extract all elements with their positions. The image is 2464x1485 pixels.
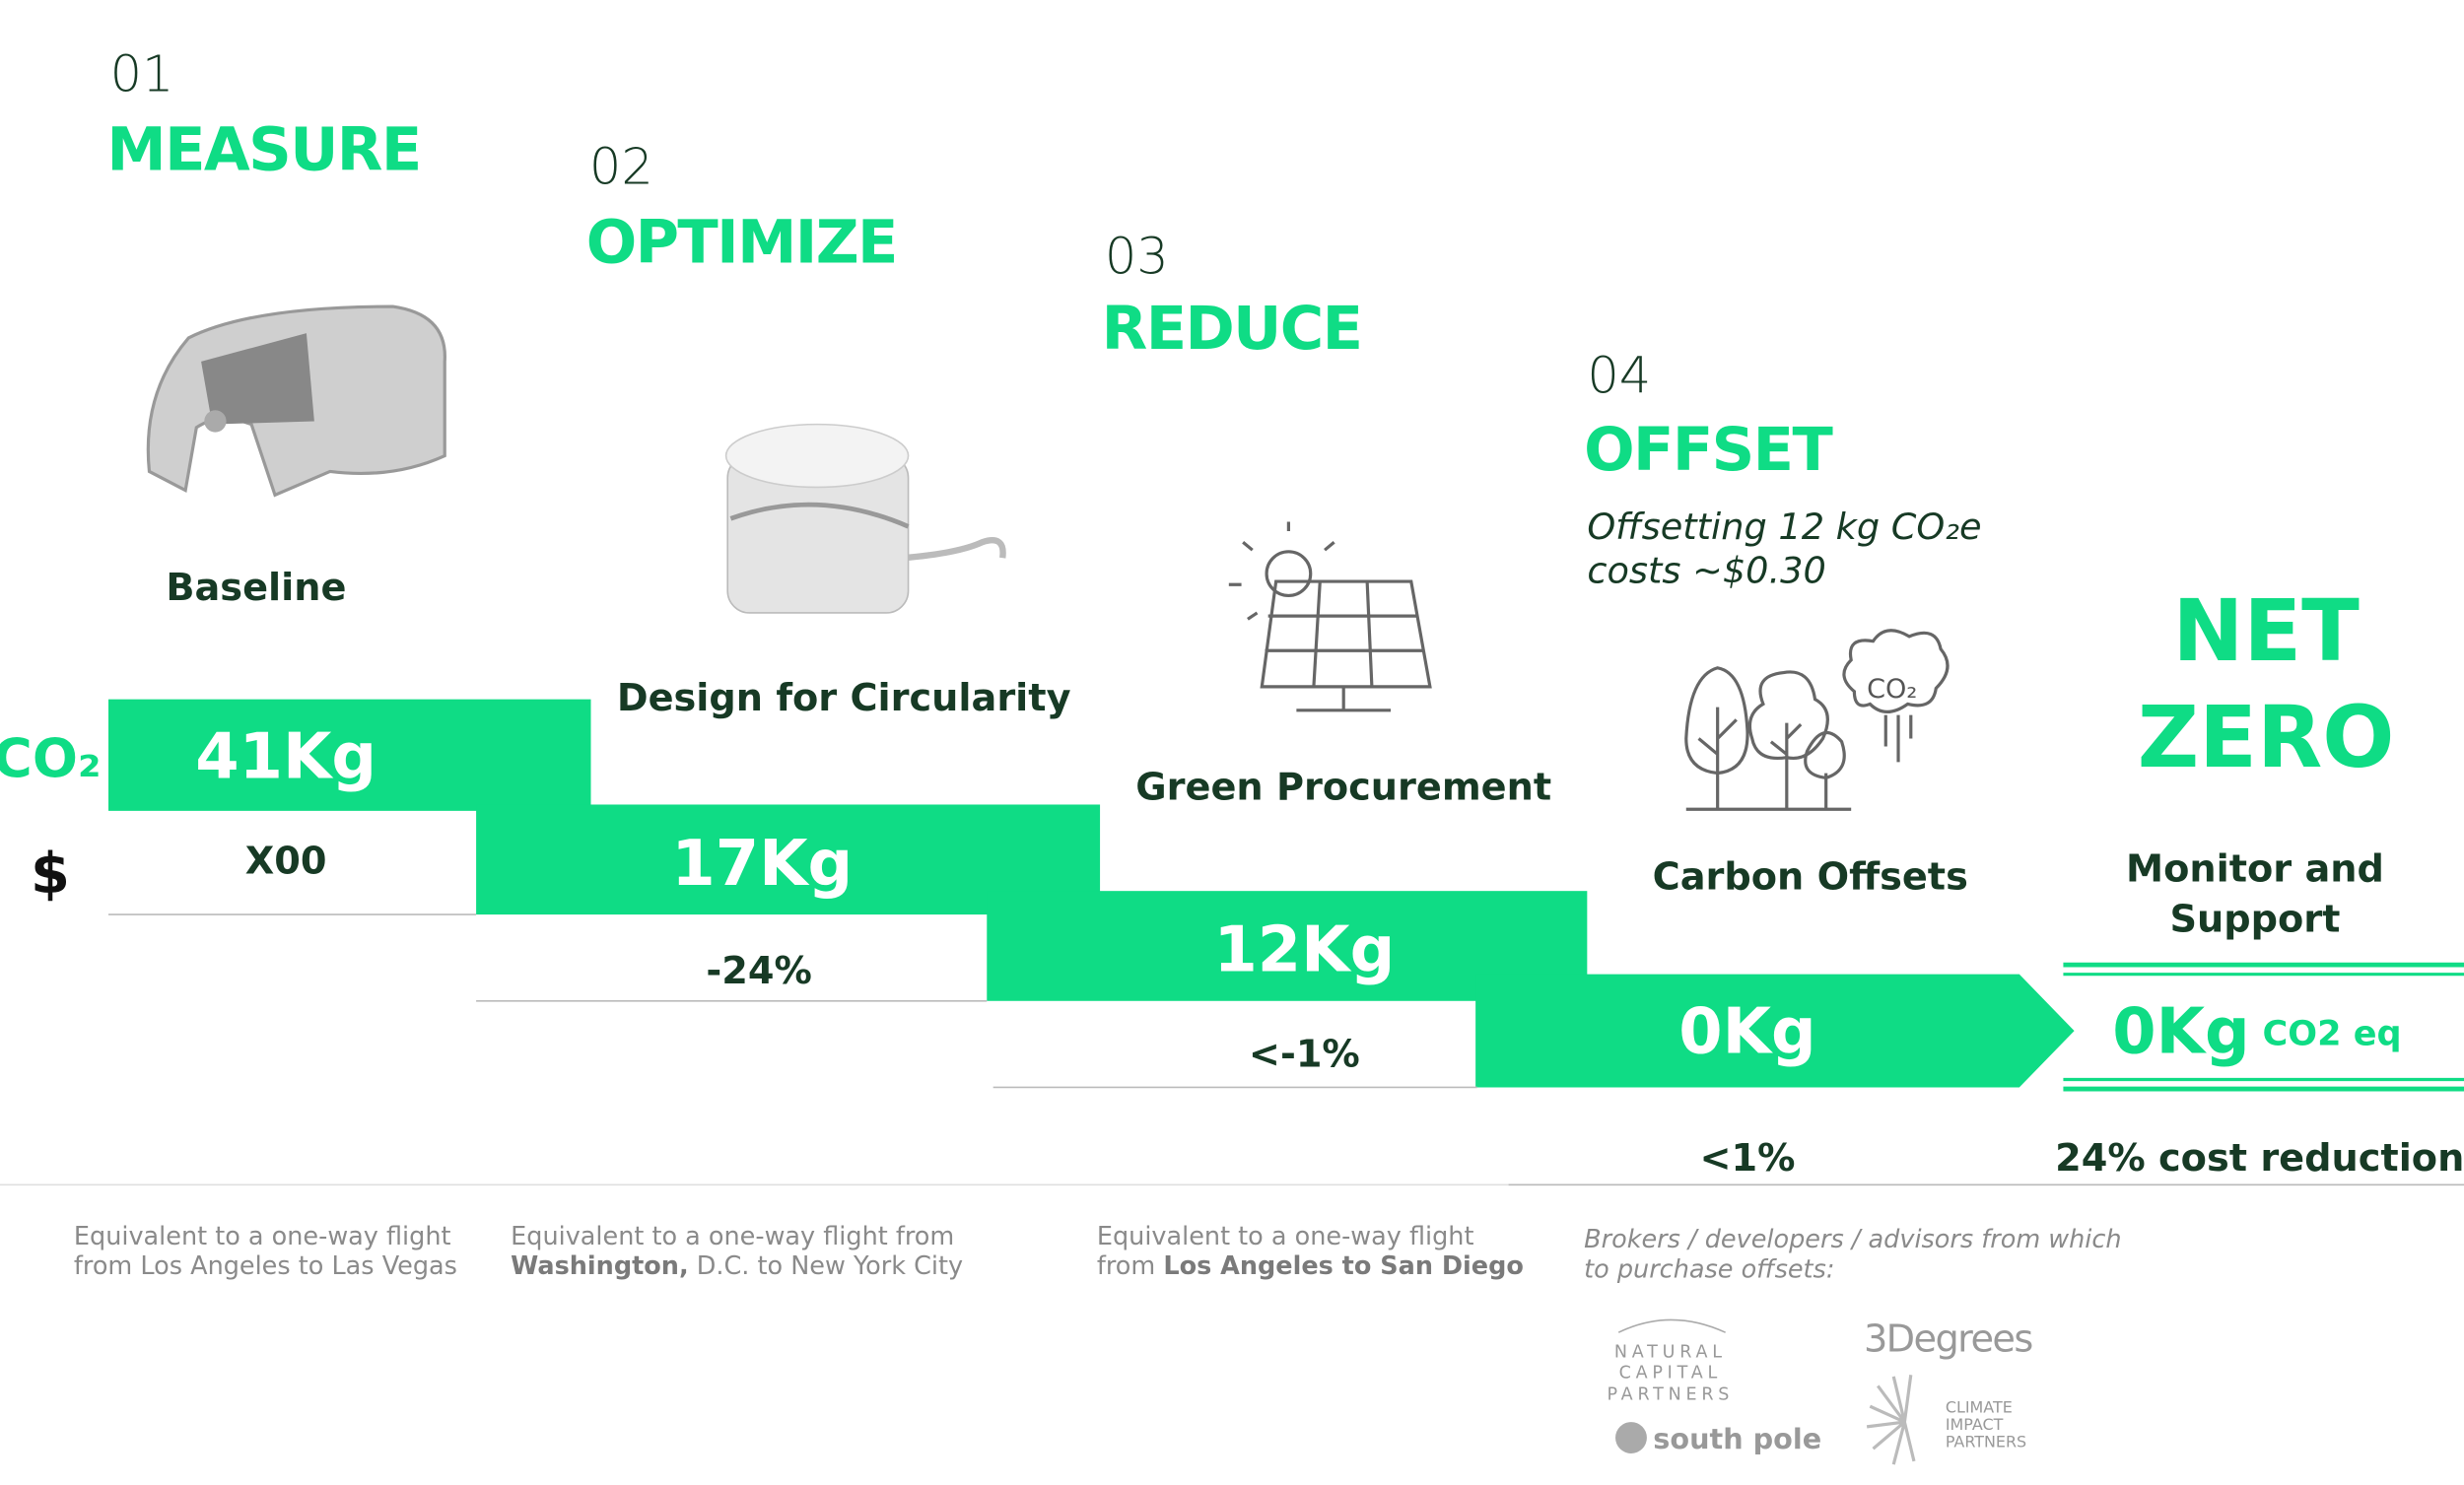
- offset-icon: [1684, 629, 1950, 811]
- logo-text: south pole: [1653, 1422, 1821, 1455]
- footnote-part: from: [1097, 1251, 1155, 1281]
- logo-text: CAPITAL: [1619, 1363, 1723, 1383]
- footnote: Brokers / developers / advisors from whi…: [1584, 1225, 2121, 1254]
- net-zero-caption: Monitor and: [2126, 847, 2384, 892]
- net-zero-caption: Support: [2169, 898, 2340, 942]
- footnote-bold: Washington,: [511, 1251, 688, 1281]
- cost-value: <1%: [1699, 1136, 1795, 1181]
- co2-value: 41Kg: [195, 720, 376, 793]
- footnote: from Los Angeles to San Diego: [1097, 1251, 1524, 1281]
- cost-label: $: [31, 841, 70, 907]
- icon-label: CO₂: [1867, 674, 1917, 705]
- cost-value: <-1%: [1249, 1033, 1360, 1077]
- step-bars: [0, 699, 2464, 1186]
- footnote: Equivalent to a one-way flight from: [511, 1222, 954, 1251]
- footnote: Washington, D.C. to New York City: [511, 1251, 963, 1281]
- step-title: REDUCE: [1102, 295, 1362, 364]
- logo-arc: [1617, 1318, 1726, 1333]
- cost-value: -24%: [706, 949, 811, 993]
- footnote-bold: Los Angeles to San Diego: [1163, 1251, 1524, 1281]
- logo-text: CLIMATE: [1946, 1398, 2013, 1417]
- offset-detail: costs ~$0.30: [1587, 550, 1825, 592]
- logo-mark: [1866, 1375, 1916, 1465]
- net-zero-title: ZERO: [2138, 689, 2395, 787]
- sensor-image: [724, 423, 1006, 614]
- logo-text: PARTNERS: [1607, 1385, 1734, 1405]
- co2-value: 17Kg: [671, 828, 853, 901]
- step-title: OFFSET: [1584, 416, 1832, 485]
- cost-value: X00: [245, 840, 327, 884]
- footnote: Equivalent to a one-way flight: [1097, 1222, 1474, 1251]
- step-title: OPTIMIZE: [586, 208, 897, 277]
- step-caption: Green Procurement: [1135, 766, 1551, 810]
- footnote-part: D.C. to New York City: [697, 1251, 963, 1281]
- net-zero-co2: 0Kg: [2112, 995, 2249, 1068]
- logo-mark: [1615, 1422, 1647, 1453]
- co2-arrow: [1475, 974, 2075, 1088]
- logo-text: 3Degrees: [1864, 1316, 2032, 1361]
- step-caption: Carbon Offsets: [1653, 855, 1968, 900]
- co2-bar: [108, 699, 591, 811]
- step-number: 01: [110, 46, 174, 104]
- step-caption: Design for Circularity: [617, 676, 1071, 720]
- footnote: from Los Angeles to Las Vegas: [74, 1251, 457, 1281]
- co2-value: 0Kg: [1678, 995, 1815, 1068]
- logo-text: PARTNERS: [1946, 1433, 2026, 1451]
- co2-value: 12Kg: [1213, 913, 1395, 986]
- co2-label: CO₂: [0, 727, 102, 789]
- net-zero-unit: CO2 eq: [2263, 1013, 2402, 1053]
- logo-text: IMPACT: [1946, 1415, 2004, 1434]
- step-number: 03: [1105, 229, 1169, 287]
- partner-logos: NATURAL CAPITAL PARTNERS south pole 3Deg…: [1607, 1316, 2034, 1465]
- solar-icon: [1228, 521, 1432, 712]
- footnote: to purchase offsets:: [1584, 1254, 1834, 1284]
- step-number: 04: [1587, 348, 1651, 406]
- net-zero-title: NET: [2172, 582, 2360, 681]
- step-title: MEASURE: [106, 115, 420, 184]
- step-number: 02: [589, 139, 653, 197]
- device-image: [146, 304, 446, 498]
- step-caption: Baseline: [166, 566, 346, 610]
- logo-text: NATURAL: [1614, 1343, 1727, 1363]
- net-zero-cost: 24% cost reduction: [2055, 1136, 2464, 1181]
- offset-detail: Offsetting 12 kg CO₂e: [1587, 506, 1981, 548]
- footnote: Equivalent to a one-way flight: [74, 1222, 451, 1251]
